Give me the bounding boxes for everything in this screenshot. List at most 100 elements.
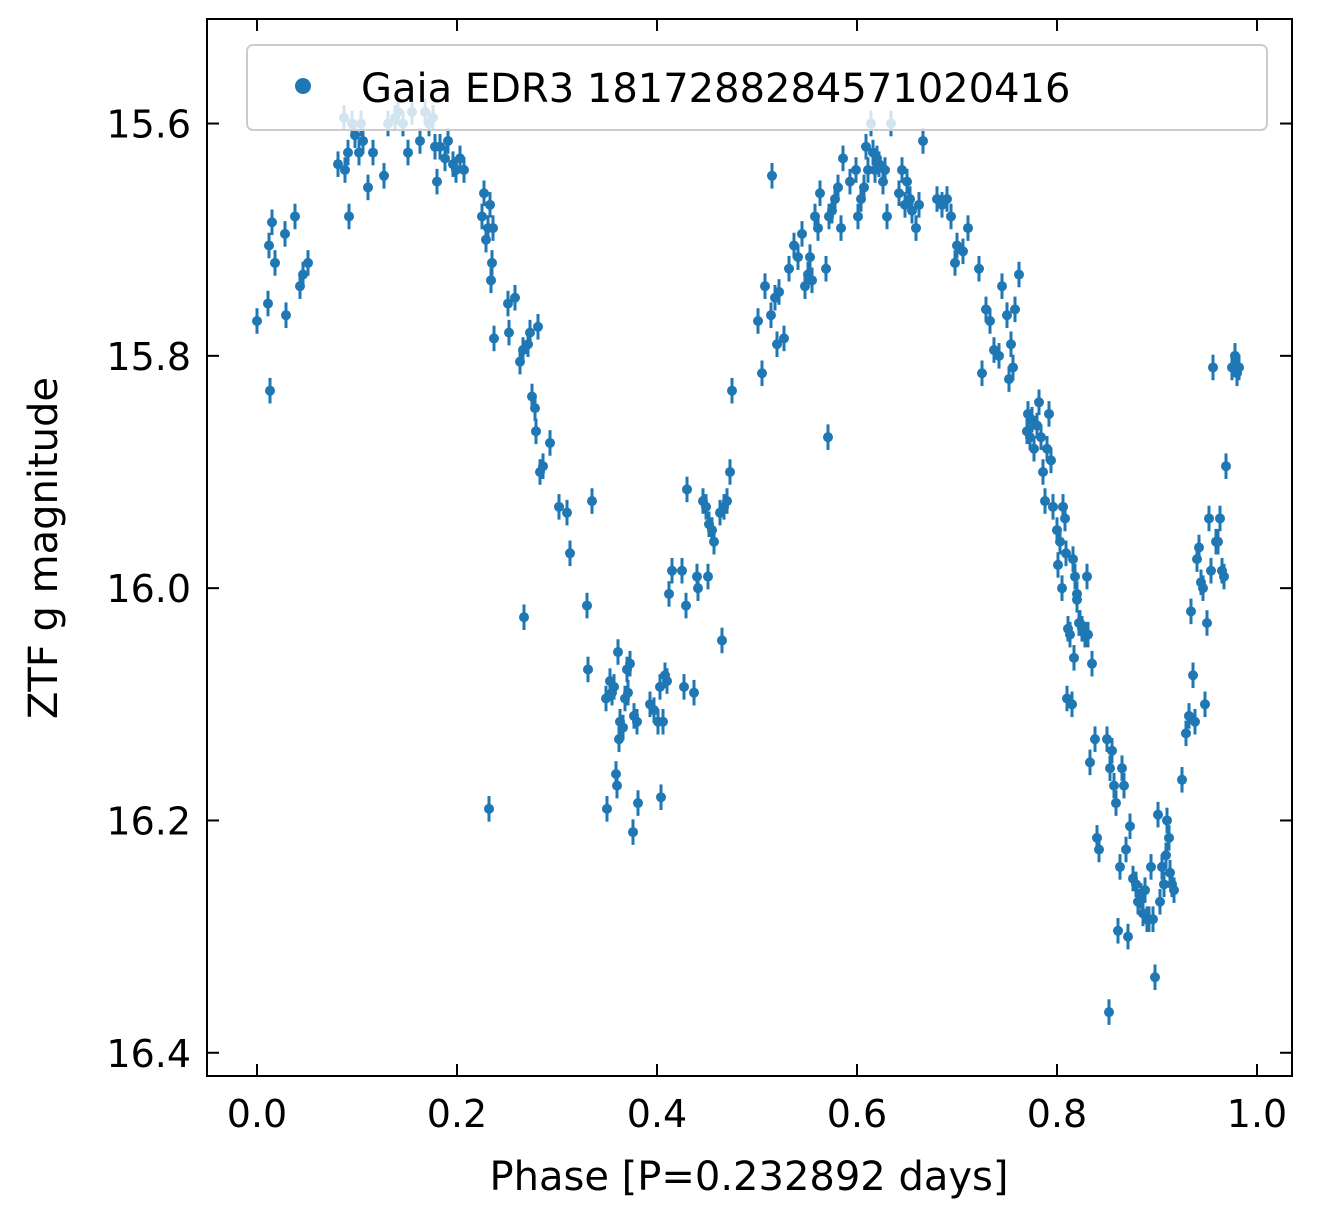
data-points xyxy=(252,99,1244,1025)
point-marker xyxy=(1065,629,1075,640)
x-axis-title: Phase [P=0.232892 days] xyxy=(490,1154,1009,1200)
data-point xyxy=(1060,505,1070,532)
point-marker xyxy=(1040,496,1050,507)
point-marker xyxy=(530,403,540,414)
data-point xyxy=(1150,964,1160,991)
data-point xyxy=(1067,691,1077,718)
point-marker xyxy=(358,135,368,146)
point-marker xyxy=(554,501,564,512)
data-point xyxy=(440,145,450,172)
point-marker xyxy=(753,316,763,326)
point-marker xyxy=(664,588,674,599)
data-point xyxy=(1094,836,1104,863)
point-marker xyxy=(1034,397,1044,408)
point-marker xyxy=(484,803,494,814)
data-point xyxy=(538,453,548,479)
point-marker xyxy=(681,600,691,611)
data-point xyxy=(1131,871,1141,898)
x-tick-label: 0.8 xyxy=(1027,1092,1087,1136)
point-marker xyxy=(613,647,623,658)
data-point xyxy=(1048,494,1058,520)
point-marker xyxy=(487,257,497,268)
data-point xyxy=(1181,720,1191,747)
point-marker xyxy=(1061,548,1071,559)
data-point xyxy=(343,139,353,166)
data-point xyxy=(368,139,378,166)
data-point xyxy=(859,174,869,201)
data-point xyxy=(632,708,642,735)
data-point xyxy=(911,215,921,241)
data-point xyxy=(303,250,313,276)
point-marker xyxy=(1200,699,1210,710)
point-marker xyxy=(946,211,956,222)
data-point xyxy=(709,528,719,555)
point-marker xyxy=(821,263,831,274)
data-point xyxy=(281,302,291,328)
point-marker xyxy=(677,565,687,576)
data-point xyxy=(821,255,831,282)
data-point xyxy=(918,128,928,154)
point-marker xyxy=(1008,362,1018,373)
data-point xyxy=(435,133,445,160)
data-point xyxy=(1200,691,1210,718)
point-marker xyxy=(1125,821,1135,832)
point-marker xyxy=(1169,885,1179,896)
data-point xyxy=(760,273,770,299)
point-marker xyxy=(977,368,987,379)
data-point xyxy=(1202,610,1212,636)
point-marker xyxy=(1198,583,1208,594)
point-marker xyxy=(264,240,274,251)
data-point xyxy=(403,139,413,166)
point-marker xyxy=(1215,513,1225,524)
point-marker xyxy=(727,385,737,396)
point-marker xyxy=(443,135,453,146)
data-point xyxy=(1070,563,1080,590)
data-point xyxy=(1140,877,1150,903)
data-point xyxy=(815,180,825,207)
data-point xyxy=(1215,505,1225,532)
point-marker xyxy=(489,333,499,344)
data-point xyxy=(1208,354,1218,381)
data-point xyxy=(1107,737,1117,764)
data-point xyxy=(682,476,692,503)
data-point xyxy=(525,319,535,346)
data-point xyxy=(851,157,861,183)
data-point xyxy=(1153,801,1163,828)
data-point xyxy=(1029,435,1039,462)
data-point xyxy=(946,203,956,230)
data-point xyxy=(623,679,633,706)
point-marker xyxy=(1194,542,1204,553)
point-marker xyxy=(280,228,290,239)
data-point xyxy=(1198,575,1208,601)
data-point xyxy=(853,203,863,230)
point-marker xyxy=(1046,455,1056,466)
data-point xyxy=(805,244,815,270)
point-marker xyxy=(303,257,313,268)
data-point xyxy=(767,163,777,189)
data-point xyxy=(1162,807,1172,834)
point-marker xyxy=(1036,432,1046,443)
point-marker xyxy=(1188,670,1198,681)
point-marker xyxy=(281,310,291,321)
data-point xyxy=(784,255,794,282)
point-marker xyxy=(911,223,921,234)
point-marker xyxy=(633,798,643,809)
data-point xyxy=(1111,790,1121,816)
data-point xyxy=(1083,621,1093,648)
point-marker xyxy=(1161,850,1171,861)
point-marker xyxy=(290,211,300,222)
point-marker xyxy=(562,507,572,518)
data-point xyxy=(531,418,541,445)
point-marker xyxy=(623,687,633,698)
data-point xyxy=(793,244,803,270)
point-marker xyxy=(1057,583,1067,594)
point-marker xyxy=(950,257,960,268)
data-point xyxy=(1010,296,1020,323)
point-marker xyxy=(760,281,770,292)
point-marker xyxy=(902,176,912,187)
point-marker xyxy=(485,199,495,210)
point-marker xyxy=(1038,467,1048,477)
data-point xyxy=(1148,906,1158,932)
data-point xyxy=(662,668,672,694)
